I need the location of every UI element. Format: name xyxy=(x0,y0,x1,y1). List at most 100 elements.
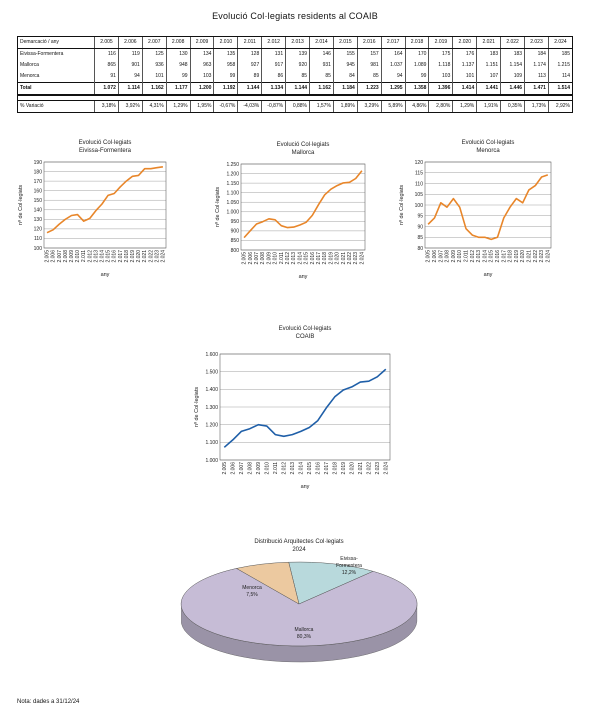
pie-slice-mallorca xyxy=(180,568,418,647)
table-cell: 1.177 xyxy=(165,82,191,96)
table-cell: 1.118 xyxy=(428,60,453,71)
x-tick-label: 2.012 xyxy=(285,252,291,265)
x-tick-label: 2.019 xyxy=(328,252,334,265)
table-cell: 2.018 xyxy=(404,36,429,49)
table-cell: 101 xyxy=(141,71,167,83)
table-cell: 2.022 xyxy=(500,36,525,49)
x-tick-label: 2.021 xyxy=(341,252,347,265)
y-tick-label: 120 xyxy=(34,227,43,233)
table-cell: 89 xyxy=(237,71,262,83)
table-cell: 99 xyxy=(404,71,429,83)
y-tick-label: 1.250 xyxy=(226,162,239,168)
table-cell: 134 xyxy=(189,48,214,60)
y-tick-label: 130 xyxy=(34,217,43,223)
table-cell: 85 xyxy=(309,71,334,83)
table-cell: 2.019 xyxy=(428,36,453,49)
x-tick-label: 2.011 xyxy=(463,250,469,262)
x-tick-label: 2.024 xyxy=(383,462,389,475)
x-tick-label: 2.023 xyxy=(539,250,545,263)
x-tick-label: 2.020 xyxy=(335,252,341,265)
x-tick-label: 2.017 xyxy=(324,462,330,475)
table-cell: 1.162 xyxy=(141,82,167,96)
y-tick-label: 1.000 xyxy=(205,458,218,464)
table-cell: 2.012 xyxy=(261,36,286,49)
x-tick-label: 2.012 xyxy=(87,250,93,263)
pie-slice-menorca xyxy=(235,561,300,605)
y-tick-label: 1.100 xyxy=(205,440,218,446)
table-cell: 146 xyxy=(309,48,334,60)
y-tick-label: 180 xyxy=(34,169,43,175)
plot-area xyxy=(219,353,391,461)
table-cell: 2.006 xyxy=(117,36,143,49)
table-header-row: Demarcació / any 2.005 2.006 2.007 2.008 2.00… xyxy=(17,36,573,49)
x-tick-label: 2.008 xyxy=(247,462,253,475)
table-cell: 1.471 xyxy=(524,82,549,96)
table-cell: 1.072 xyxy=(94,82,119,96)
x-tick-label: 2.017 xyxy=(501,250,507,263)
x-tick-label: 2.018 xyxy=(332,462,338,475)
pie-label-value: 12,2% xyxy=(342,570,357,576)
x-tick-label: 2.010 xyxy=(273,252,279,265)
table-cell: 1.151 xyxy=(476,60,501,71)
y-tick-label: 190 xyxy=(34,160,43,166)
chart-subtitle: Eivissa-Formentera xyxy=(79,148,132,154)
y-tick-label: 120 xyxy=(415,160,424,166)
y-axis-label: nº de Col·legiats xyxy=(193,387,200,427)
table-cell: 113 xyxy=(524,71,549,83)
pie-label-name: Formentera xyxy=(336,563,362,569)
table-cell: 948 xyxy=(165,60,191,71)
y-tick-label: 1.300 xyxy=(205,405,218,411)
y-tick-label: 100 xyxy=(34,246,43,252)
table-cell: 2.017 xyxy=(380,36,406,49)
table-cell: 945 xyxy=(332,60,358,71)
x-tick-label: 2.011 xyxy=(81,250,87,262)
table-cell: 0,35% xyxy=(500,100,525,113)
y-tick-label: 160 xyxy=(34,188,43,194)
y-tick-label: 900 xyxy=(231,229,240,235)
pie-label-name: Eivissa- xyxy=(340,556,358,562)
table-cell: 901 xyxy=(117,60,143,71)
table-cell: 2.009 xyxy=(189,36,214,49)
table-cell: 128 xyxy=(237,48,262,60)
table-cell: 114 xyxy=(547,71,573,83)
table-cell: 170 xyxy=(404,48,429,60)
table-cell: 1.358 xyxy=(404,82,429,96)
line-chart-eivissa-formentera: Evolució Col·legiats Eivissa-Formentera 10… xyxy=(17,140,166,278)
table-cell: 85 xyxy=(285,71,310,83)
x-tick-label: 2.005 xyxy=(222,462,228,475)
table-cell: -0,67% xyxy=(213,100,238,113)
y-tick-label: 950 xyxy=(231,219,240,225)
x-axis-label: any xyxy=(301,484,310,490)
x-tick-label: 2.006 xyxy=(432,250,438,263)
table-cell: 1,29% xyxy=(165,100,191,113)
table-cell: 936 xyxy=(141,60,167,71)
table-cell: 2.005 xyxy=(94,36,119,49)
chart-title: Evolució Col·legiats xyxy=(279,326,332,332)
x-tick-label: 2.016 xyxy=(315,462,321,475)
x-tick-label: 2.019 xyxy=(130,250,136,263)
table-cell: 1.174 xyxy=(524,60,549,71)
x-tick-label: 2.020 xyxy=(136,250,142,263)
table-cell: 86 xyxy=(261,71,286,83)
y-tick-label: 850 xyxy=(231,238,240,244)
table-cell: 2.015 xyxy=(332,36,358,49)
x-tick-label: 2.024 xyxy=(545,250,551,263)
table-cell: 1.114 xyxy=(117,82,143,96)
table-cell: 1.200 xyxy=(189,82,214,96)
table-cell: 1,73% xyxy=(524,100,549,113)
pie-label-value: 80,3% xyxy=(297,634,312,640)
table-cell: 1.162 xyxy=(309,82,334,96)
x-tick-label: 2.019 xyxy=(514,250,520,263)
table-cell: 103 xyxy=(428,71,453,83)
x-tick-label: 2.014 xyxy=(298,462,304,475)
x-tick-label: 2.010 xyxy=(264,462,270,475)
y-tick-label: 105 xyxy=(415,192,424,198)
x-tick-label: 2.021 xyxy=(142,250,148,263)
table-cell: 1.215 xyxy=(547,60,573,71)
y-tick-label: 1.150 xyxy=(226,181,239,187)
x-tick-label: 2.022 xyxy=(533,250,539,263)
pie-slice-eivissa-formentera xyxy=(288,561,374,605)
x-tick-label: 2.022 xyxy=(366,462,372,475)
y-tick-label: 170 xyxy=(34,179,43,185)
x-tick-label: 2.009 xyxy=(451,250,457,263)
